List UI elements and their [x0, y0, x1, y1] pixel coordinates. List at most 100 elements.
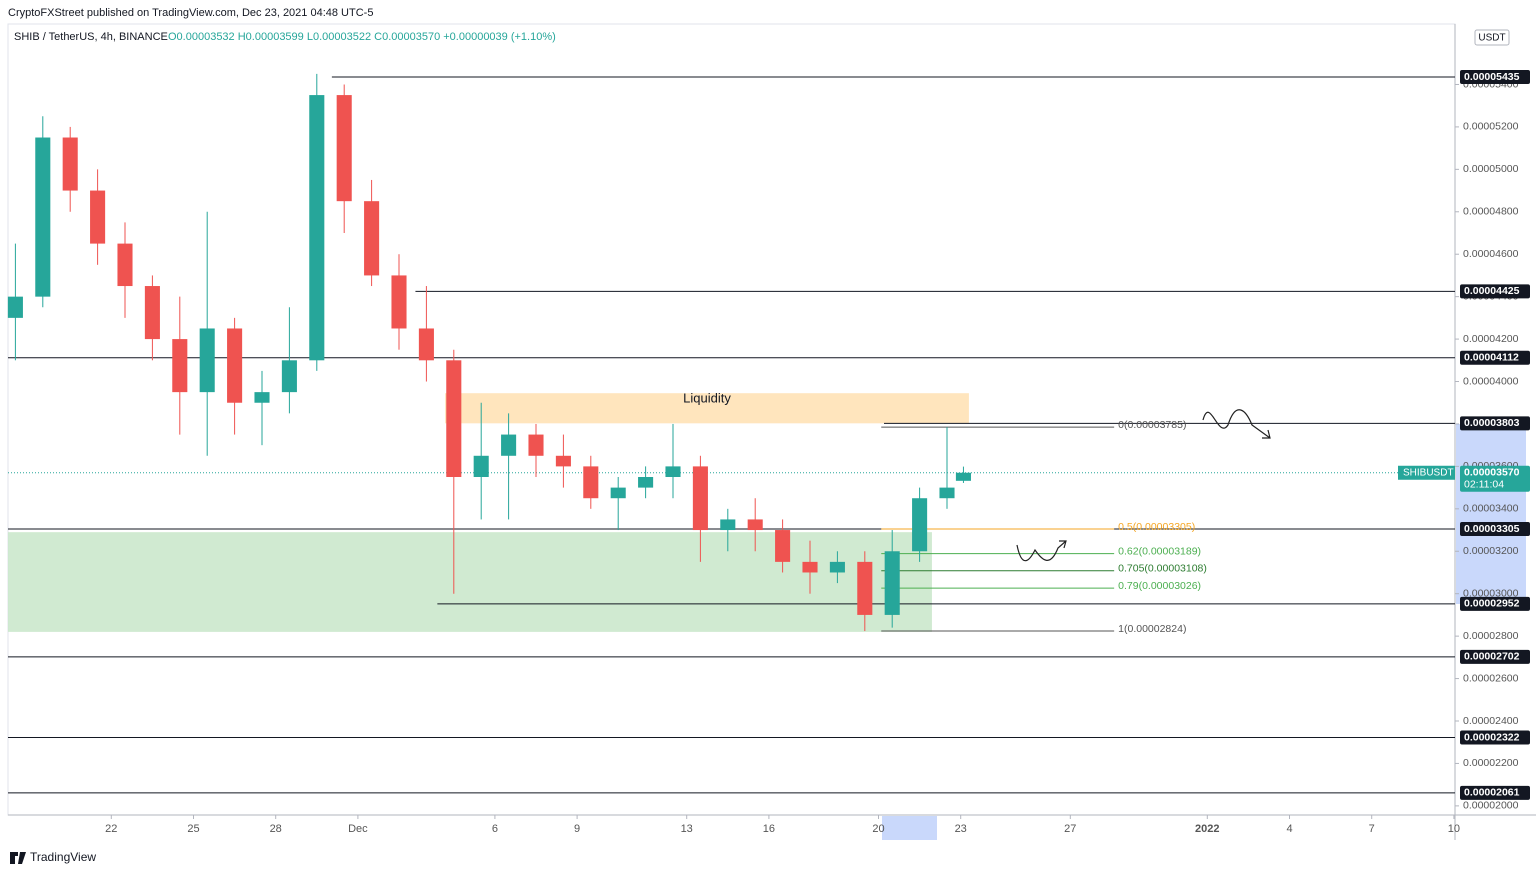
candle-body: [473, 455, 489, 478]
candle-body: [446, 360, 462, 478]
zone-label: Liquidity: [683, 391, 731, 406]
level-tag: [1460, 70, 1530, 85]
unit-label: USDT: [1478, 33, 1505, 44]
x-tick-label: 2022: [1195, 823, 1219, 835]
level-label: 0.00004112: [1464, 352, 1519, 364]
unit-box: [1474, 29, 1510, 46]
x-tick-label: 27: [1064, 823, 1076, 835]
candle-body: [665, 466, 681, 478]
x-range-highlight: [882, 816, 937, 840]
y-tick-label: 0.00003000: [1463, 587, 1519, 599]
x-tick-label: 9: [574, 823, 580, 835]
candle-body: [90, 190, 106, 244]
candle-body: [364, 201, 380, 276]
fib-label: 0.5(0.00003305): [1118, 521, 1195, 533]
last-price-box: [1460, 465, 1530, 492]
y-tick-label: 0.00003400: [1463, 503, 1519, 515]
last-price-label: 0.00003570: [1464, 467, 1520, 479]
labels: Liquidity 0(0.00003785) 0.5(0.00003305) 0.6…: [683, 391, 1207, 635]
x-tick-label: 4: [1286, 823, 1292, 835]
level-label: 0.00002061: [1464, 787, 1520, 799]
candle-body: [775, 530, 791, 562]
symbol-tag: SHIBUSDT: [1403, 467, 1454, 478]
candle-body: [638, 477, 654, 488]
candle-body: [884, 551, 900, 615]
x-tick-label: 16: [763, 823, 775, 835]
level-tag: [1460, 350, 1530, 365]
candle-body: [802, 561, 818, 573]
level-tag: [1460, 730, 1530, 745]
y-tick-label: 0.00004600: [1463, 248, 1519, 260]
y-tick-label: 0.00002200: [1463, 757, 1519, 769]
candle-body: [583, 466, 599, 499]
candle-body: [117, 243, 133, 287]
level-label: 0.00003803: [1464, 417, 1520, 429]
y-tick-label: 0.00002400: [1463, 715, 1519, 727]
candle-body: [254, 392, 270, 403]
candle-body: [720, 519, 736, 531]
candle-body: [829, 561, 845, 573]
x-tick-label: 20: [872, 823, 884, 835]
y-tick-label: 0.00002000: [1463, 800, 1519, 812]
candle-body: [857, 561, 873, 615]
candle-body: [62, 137, 78, 191]
projection-squiggle: [1202, 409, 1271, 439]
x-tick-label: 25: [187, 823, 199, 835]
projection-squiggle: [1016, 540, 1067, 562]
candle-body: [336, 95, 352, 202]
fib-label: 0.79(0.00003026): [1118, 580, 1201, 592]
level-label: 0.00005435: [1464, 71, 1520, 83]
y-range-highlight: [1456, 424, 1526, 604]
fib-label: 0.62(0.00003189): [1118, 545, 1201, 557]
candle-body: [555, 455, 571, 467]
level-tag: [1460, 521, 1530, 536]
candle-body: [227, 328, 243, 403]
candle-body: [528, 434, 544, 456]
zone: [8, 532, 932, 632]
level-label: 0.00002702: [1464, 651, 1520, 663]
x-tick-label: Dec: [348, 823, 368, 835]
y-tick-label: 0.00005200: [1463, 121, 1519, 133]
candle-body: [939, 487, 955, 499]
y-tick-label: 0.00003200: [1463, 545, 1519, 557]
level-tag: [1460, 649, 1530, 664]
ohlc-legend: O0.00003532 H0.00003599 L0.00003522 C0.0…: [168, 31, 556, 43]
published-note: CryptoFXStreet published on TradingView.…: [8, 7, 373, 19]
fib-label: 1(0.00002824): [1118, 623, 1186, 635]
symbol-title: SHIB / TetherUS, 4h, BINANCE: [14, 31, 168, 43]
y-tick-label: 0.00005000: [1463, 163, 1519, 175]
candle-body: [172, 339, 188, 393]
lines: [8, 76, 1455, 794]
x-tick-label: 28: [270, 823, 282, 835]
candle-body: [418, 328, 434, 361]
candle-body: [912, 498, 928, 552]
level-tag: [1460, 284, 1530, 299]
level-tag: [1460, 416, 1530, 431]
x-tick-label: 22: [105, 823, 117, 835]
level-label: 0.00002322: [1464, 731, 1520, 743]
y-tick-label: 0.00004000: [1463, 375, 1519, 387]
level-label: 0.00003305: [1464, 523, 1520, 535]
x-tick-label: 13: [681, 823, 693, 835]
x-tick-label: 23: [955, 823, 967, 835]
candle-body: [610, 487, 626, 499]
x-tick-label: 6: [492, 823, 498, 835]
candle-body: [309, 95, 325, 361]
y-tick-label: 0.00002600: [1463, 672, 1519, 684]
candles: [7, 73, 971, 632]
candle-body: [144, 286, 160, 340]
level-label: 0.00002952: [1464, 598, 1520, 610]
level-label: 0.00004425: [1464, 285, 1520, 297]
y-tick-label: 0.00004200: [1463, 333, 1519, 345]
fib-label: 0.705(0.00003108): [1118, 563, 1207, 575]
level-tag: [1460, 785, 1530, 800]
candle-body: [747, 519, 763, 531]
candle-body: [199, 328, 215, 393]
y-tick-label: 0.00004800: [1463, 206, 1519, 218]
zone: [445, 393, 969, 424]
y-tick-label: 0.00002800: [1463, 630, 1519, 642]
x-tick-label: 10: [1448, 823, 1460, 835]
brand-name: TradingView: [30, 850, 96, 864]
